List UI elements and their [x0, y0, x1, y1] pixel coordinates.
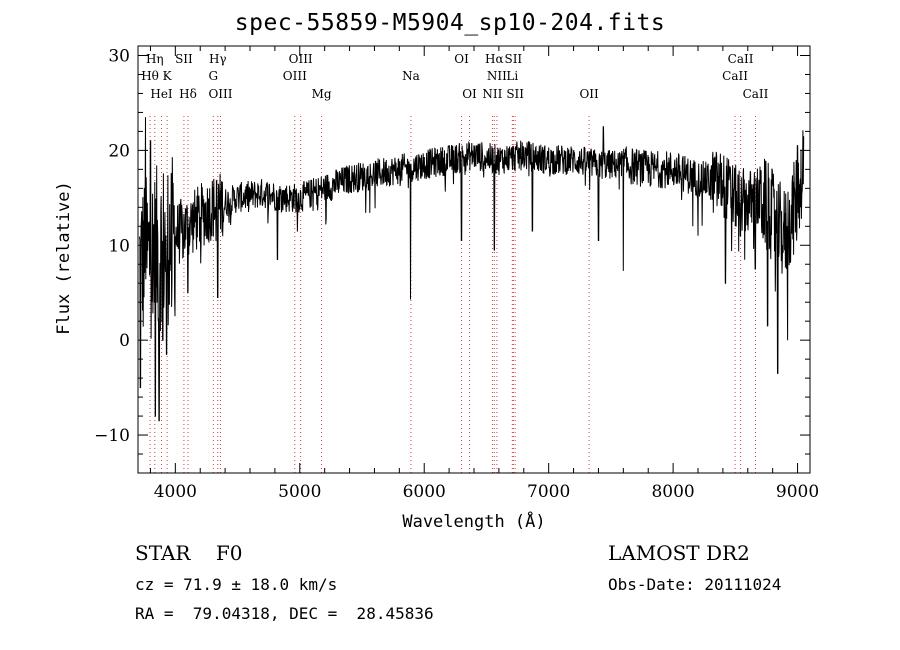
object-class: STAR F0 [135, 541, 243, 565]
line-label-oi: OI [462, 87, 477, 101]
x-tick-label: 7000 [527, 482, 570, 502]
line-label-hδ: Hδ [179, 87, 197, 101]
x-tick-label: 9000 [776, 482, 819, 502]
line-label-g: G [208, 69, 218, 83]
line-label-hei: HeI [150, 87, 173, 101]
plot-frame [137, 45, 811, 474]
line-label-hθ: Hθ [141, 69, 159, 83]
y-tick-label: 20 [108, 141, 130, 161]
spectrum-line [139, 117, 805, 422]
redshift-velocity: cz = 71.9 ± 18.0 km/s [135, 575, 338, 594]
line-label-k: K [163, 69, 173, 83]
x-axis-label: Wavelength (Å) [402, 512, 546, 532]
coordinates: RA = 79.04318, DEC = 28.45836 [135, 604, 434, 623]
y-tick-label: 0 [119, 331, 130, 351]
survey-name: LAMOST DR2 [608, 541, 750, 565]
line-label-caii: CaII [728, 52, 754, 66]
line-label-oiii: OIII [289, 52, 313, 66]
y-tick-label: 10 [108, 236, 130, 256]
line-label-li: Li [506, 69, 518, 83]
y-axis-label: Flux (relative) [54, 181, 74, 335]
observation-date: Obs-Date: 20111024 [608, 575, 782, 594]
line-label-nii: NII [482, 87, 502, 101]
line-label-mg: Mg [312, 87, 332, 101]
x-tick-label: 6000 [403, 482, 446, 502]
line-label-oiii: OIII [208, 87, 232, 101]
line-label-na: Na [402, 69, 420, 83]
line-label-hα: Hα [485, 52, 504, 66]
line-label-caii: CaII [743, 87, 769, 101]
line-label-nii: NII [487, 69, 507, 83]
x-tick-label: 8000 [651, 482, 694, 502]
line-label-oii: OII [579, 87, 599, 101]
line-label-hγ: Hγ [209, 52, 227, 66]
y-tick-label: 30 [108, 46, 130, 66]
x-tick-label: 5000 [278, 482, 321, 502]
chart-title: spec-55859-M5904_sp10-204.fits [234, 10, 666, 36]
y-tick-label: −10 [94, 426, 130, 446]
line-label-sii: SII [506, 87, 524, 101]
line-label-sii: SII [504, 52, 522, 66]
line-label-oiii: OIII [283, 69, 307, 83]
line-label-hη: Hη [146, 52, 164, 66]
x-tick-label: 4000 [154, 482, 197, 502]
line-label-sii: SII [175, 52, 193, 66]
line-label-caii: CaII [722, 69, 748, 83]
line-label-oi: OI [454, 52, 469, 66]
